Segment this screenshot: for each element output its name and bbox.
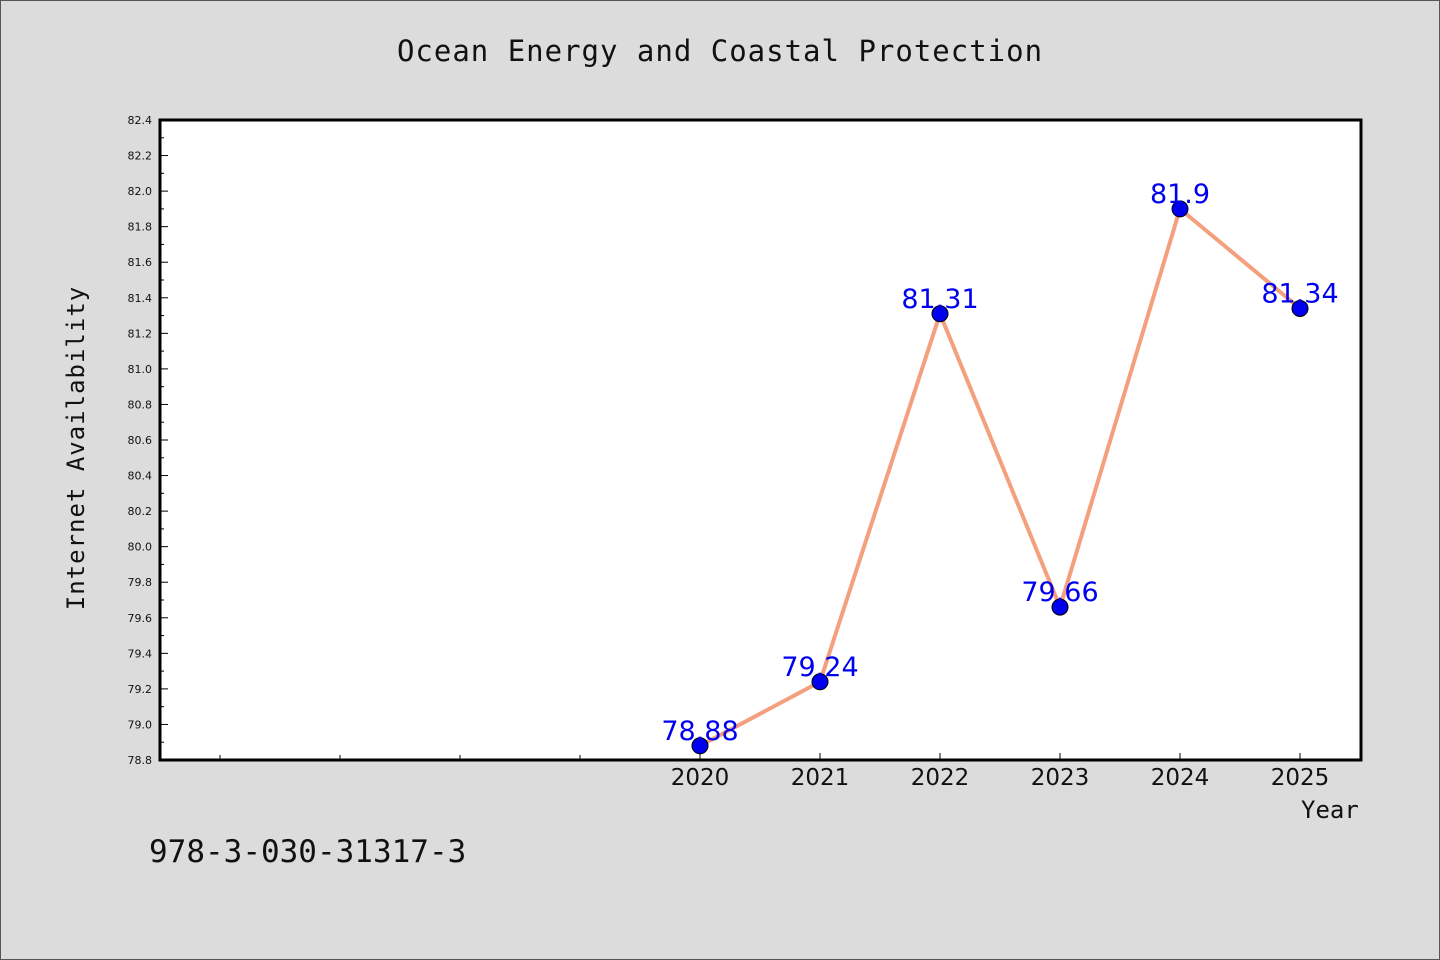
x-tick-label: 2024 (1151, 765, 1210, 791)
y-tick-label: 80.0 (128, 541, 153, 554)
y-tick-label: 80.4 (128, 470, 153, 483)
y-tick-label: 82.4 (128, 114, 153, 127)
y-tick-label: 81.0 (128, 363, 153, 376)
series-line (699, 206, 1302, 748)
y-tick-label: 82.0 (128, 185, 153, 198)
y-tick-label: 79.0 (128, 718, 153, 731)
x-tick-label: 2020 (671, 765, 730, 791)
y-tick-label: 79.6 (128, 612, 153, 625)
data-point (1291, 299, 1309, 317)
y-tick-label: 79.4 (128, 647, 153, 660)
y-tick-label: 80.6 (128, 434, 153, 447)
data-point (931, 305, 949, 323)
y-tick-label: 81.2 (128, 327, 153, 340)
plot-area (158, 118, 1363, 762)
data-label: 81.9 (1150, 179, 1210, 210)
data-point (1171, 200, 1189, 218)
data-label: 78.88 (661, 716, 738, 747)
y-tick-label: 81.6 (128, 256, 153, 269)
x-tick-label: 2023 (1031, 765, 1090, 791)
series-group (691, 200, 1309, 755)
data-label: 79.24 (781, 652, 858, 683)
y-tick-label: 79.8 (128, 576, 153, 589)
x-axis: 2020 2021 2022 2023 2024 2025 (219, 753, 1330, 791)
data-label: 81.34 (1261, 278, 1338, 309)
y-tick-label: 80.2 (128, 505, 153, 518)
x-tick-label: 2025 (1271, 765, 1330, 791)
isbn-text: 978-3-030-31317-3 (149, 834, 467, 870)
y-tick-label: 82.2 (128, 150, 153, 163)
y-tick-label: 79.2 (128, 683, 153, 696)
data-labels: 78.88 79.24 81.31 79.66 81.9 81.34 (661, 179, 1338, 747)
x-tick-label: 2021 (791, 765, 850, 791)
data-point (691, 737, 709, 755)
chart-title: Ocean Energy and Coastal Protection (396, 34, 1044, 68)
y-tick-label: 81.4 (128, 292, 153, 305)
y-tick-label: 81.8 (128, 221, 153, 234)
x-axis-label: Year (1301, 796, 1359, 824)
data-point (1051, 598, 1069, 616)
y-tick-label: 80.8 (128, 398, 153, 411)
data-label: 81.31 (901, 284, 978, 315)
y-tick-label: 78.8 (128, 754, 153, 767)
y-axis: 78.8 79.0 79.2 79.4 79.6 79.8 80.0 80.2 80.4 80.6… (128, 114, 168, 767)
data-point (811, 673, 829, 691)
x-tick-label: 2022 (911, 765, 970, 791)
data-label: 79.66 (1021, 577, 1098, 608)
